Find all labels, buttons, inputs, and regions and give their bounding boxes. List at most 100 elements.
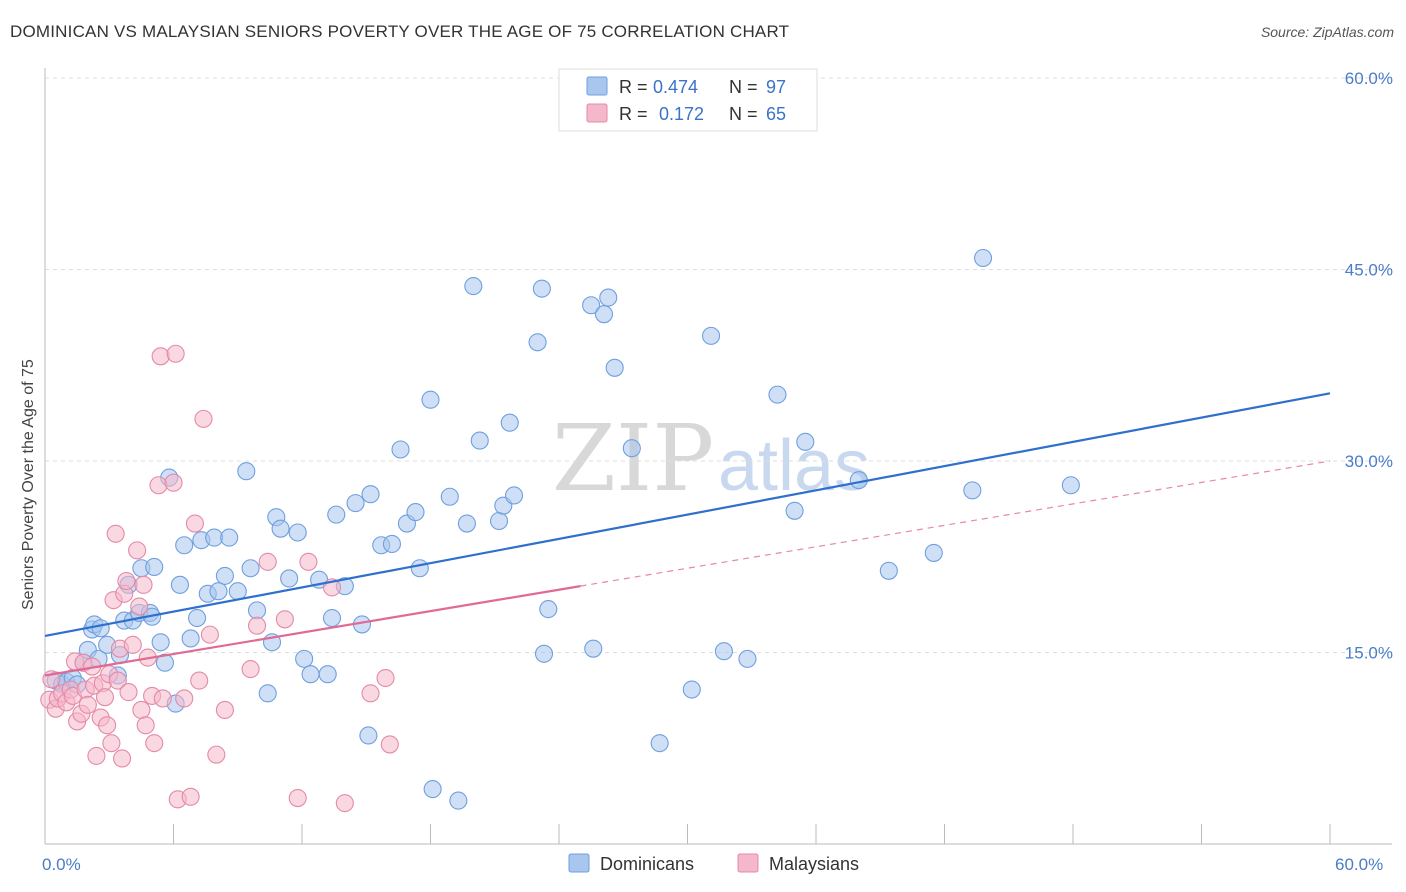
point-dominicans-35 (220, 528, 239, 547)
point-dominicans-97 (1061, 476, 1080, 495)
legend-r-value-dominicans: 0.474 (653, 77, 698, 97)
point-malaysians-35 (134, 575, 153, 594)
point-malaysians-43 (164, 473, 183, 492)
bottom-legend-label-dominicans: Dominicans (600, 854, 694, 874)
watermark-atlas: atlas (718, 426, 870, 506)
y-axis-label: Seniors Poverty Over the Age of 75 (20, 359, 37, 610)
point-dominicans-94 (924, 543, 943, 562)
point-dominicans-62 (410, 559, 429, 578)
point-dominicans-38 (241, 559, 260, 578)
point-dominicans-43 (271, 519, 290, 538)
point-dominicans-93 (879, 561, 898, 580)
y-tick-label-60: 60.0% (1345, 69, 1393, 88)
point-malaysians-61 (335, 794, 354, 813)
point-malaysians-49 (190, 671, 209, 690)
point-dominicans-22 (151, 633, 170, 652)
point-malaysians-34 (132, 700, 151, 720)
point-malaysians-46 (175, 689, 194, 708)
trend-line-extension-malaysians (580, 460, 1331, 587)
point-dominicans-44 (280, 569, 299, 588)
point-dominicans-28 (181, 629, 200, 648)
y-tick-label-45: 45.0% (1345, 261, 1393, 280)
axes (44, 68, 1392, 845)
point-dominicans-34 (215, 566, 234, 585)
point-dominicans-91 (796, 432, 815, 451)
legend-n-label-malaysians: N = (729, 104, 758, 124)
legend-r-label-malaysians: R = (619, 104, 648, 124)
point-malaysians-59 (299, 552, 318, 571)
point-dominicans-87 (714, 642, 733, 661)
point-dominicans-70 (489, 511, 509, 531)
point-dominicans-55 (361, 485, 380, 504)
point-dominicans-76 (534, 644, 554, 663)
point-dominicans-78 (582, 296, 601, 315)
legend-r-value-malaysians: 0.172 (659, 104, 704, 124)
point-dominicans-89 (768, 385, 787, 404)
point-dominicans-37 (237, 462, 256, 481)
point-malaysians-29 (117, 571, 136, 591)
point-dominicans-58 (382, 534, 402, 554)
point-malaysians-47 (181, 787, 200, 806)
data-points (40, 248, 1080, 813)
point-dominicans-51 (327, 505, 346, 524)
point-dominicans-79 (584, 639, 603, 658)
point-dominicans-40 (258, 684, 277, 703)
point-malaysians-62 (361, 684, 380, 703)
point-malaysians-42 (153, 689, 172, 708)
point-malaysians-48 (185, 514, 204, 533)
point-dominicans-23 (155, 653, 174, 672)
bottom-legend-label-malaysians: Malaysians (769, 854, 859, 874)
point-dominicans-63 (421, 390, 440, 409)
point-dominicans-29 (188, 608, 207, 628)
point-dominicans-59 (391, 440, 410, 459)
point-malaysians-64 (380, 735, 399, 754)
source-credit: Source: ZipAtlas.com (1260, 24, 1394, 40)
point-dominicans-84 (650, 734, 669, 753)
point-dominicans-50 (322, 608, 342, 628)
point-dominicans-69 (470, 431, 489, 450)
point-dominicans-21 (145, 557, 164, 577)
point-dominicans-67 (457, 514, 476, 533)
point-dominicans-82 (605, 358, 624, 377)
point-malaysians-56 (258, 552, 277, 571)
point-dominicans-81 (599, 288, 618, 307)
point-dominicans-64 (423, 780, 442, 799)
point-dominicans-75 (532, 279, 551, 298)
y-tick-labels: 15.0% 30.0% 45.0% 60.0% (1345, 69, 1393, 663)
point-malaysians-30 (119, 683, 138, 702)
legend-n-value-malaysians: 65 (766, 104, 786, 124)
point-dominicans-72 (500, 413, 519, 432)
point-dominicans-10 (91, 619, 110, 638)
point-malaysians-20 (98, 716, 117, 735)
point-dominicans-26 (170, 575, 189, 594)
x-ticks (44, 824, 1331, 844)
point-dominicans-85 (682, 680, 701, 699)
point-dominicans-96 (973, 248, 993, 268)
point-dominicans-39 (247, 601, 267, 620)
point-malaysians-39 (145, 734, 164, 753)
point-malaysians-31 (123, 635, 142, 654)
point-malaysians-19 (95, 688, 115, 707)
point-dominicans-88 (738, 649, 757, 668)
trend-lines (44, 392, 1331, 677)
point-dominicans-77 (539, 600, 558, 619)
point-dominicans-65 (440, 487, 459, 506)
point-malaysians-53 (215, 700, 234, 720)
point-malaysians-24 (106, 524, 125, 543)
trend-line-malaysians (44, 585, 581, 677)
series-malaysians (40, 344, 399, 813)
point-dominicans-47 (301, 665, 320, 684)
point-dominicans-49 (318, 665, 337, 684)
point-malaysians-58 (288, 788, 307, 808)
point-dominicans-53 (346, 494, 365, 513)
series-dominicans (46, 248, 1080, 810)
point-malaysians-32 (128, 541, 147, 560)
legend-n-label-dominicans: N = (729, 77, 758, 97)
point-dominicans-66 (449, 791, 468, 810)
point-malaysians-25 (108, 671, 127, 690)
point-malaysians-22 (102, 734, 121, 753)
point-dominicans-27 (175, 536, 194, 555)
point-malaysians-40 (149, 476, 168, 495)
legend-r-label-dominicans: R = (619, 77, 648, 97)
legend-swatch-malaysians (586, 103, 608, 123)
